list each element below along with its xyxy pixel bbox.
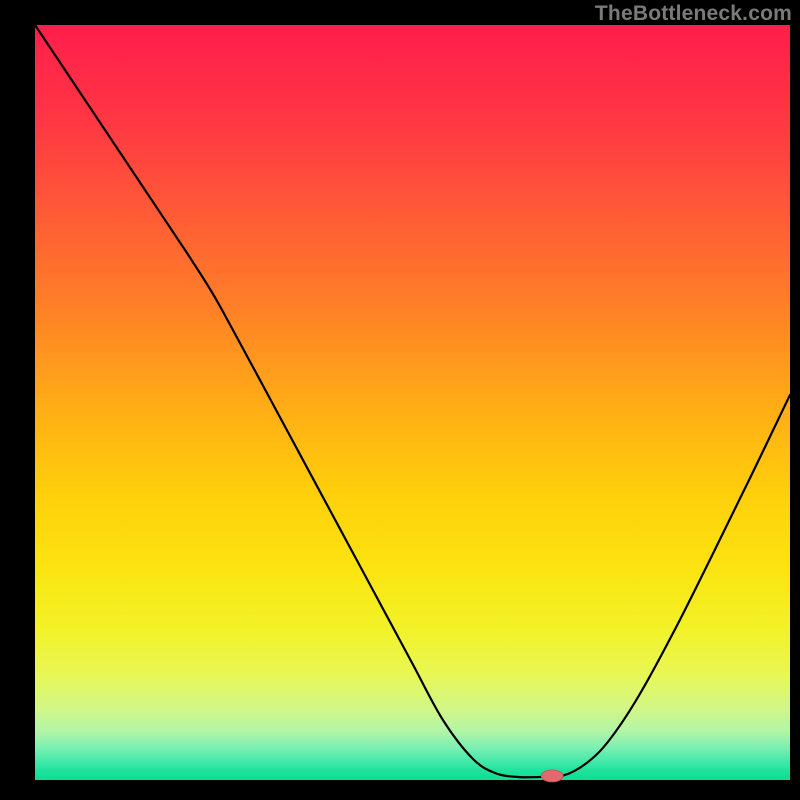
optimum-marker — [541, 770, 563, 782]
chart-container: TheBottleneck.com — [0, 0, 800, 800]
watermark-text: TheBottleneck.com — [595, 2, 792, 26]
bottleneck-chart — [0, 0, 800, 800]
plot-gradient-area — [35, 25, 790, 780]
